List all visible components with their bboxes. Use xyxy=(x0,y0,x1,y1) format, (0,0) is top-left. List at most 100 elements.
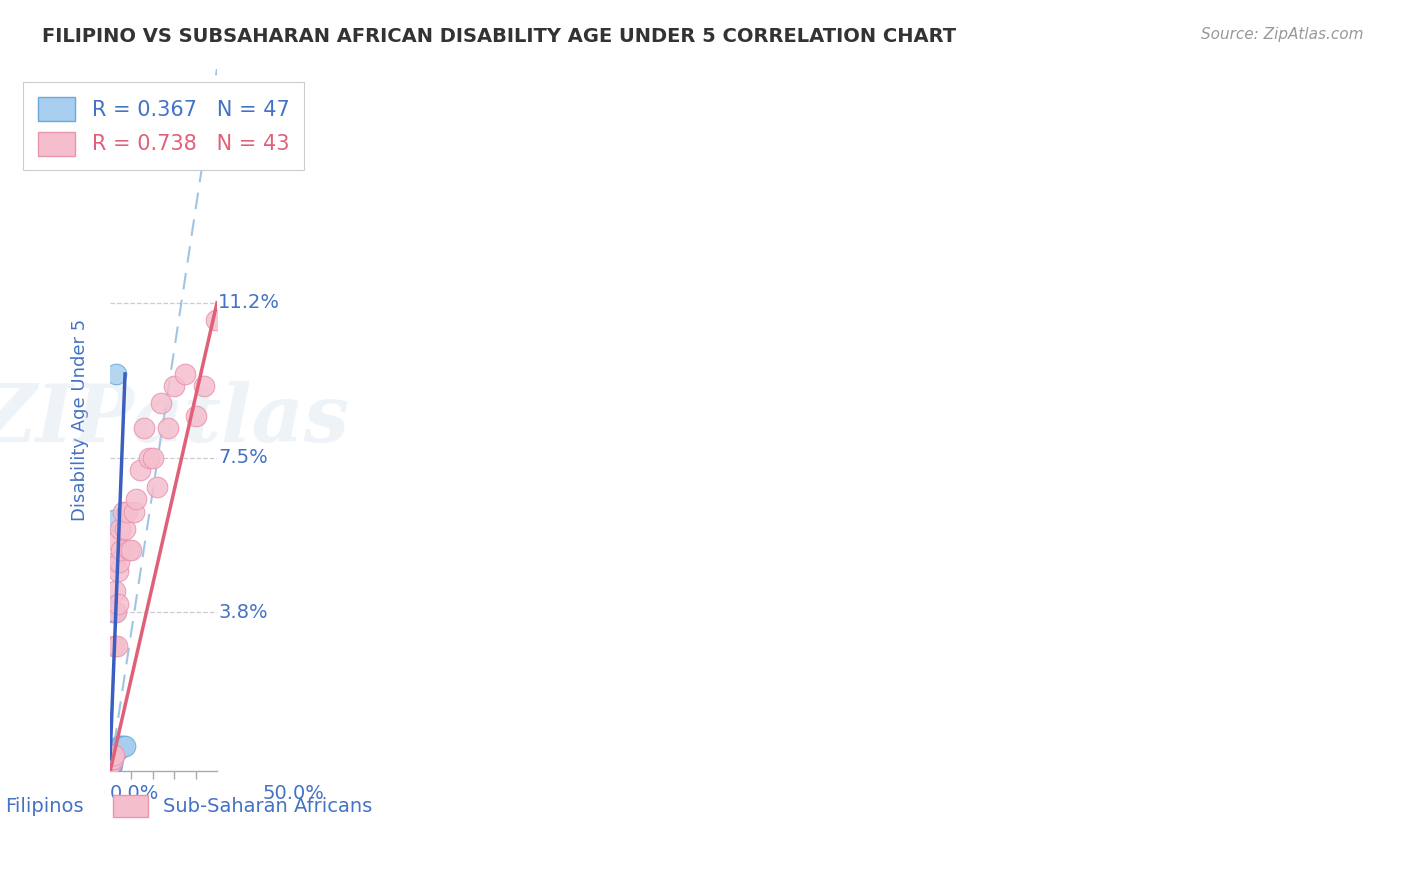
Point xyxy=(100,756,122,770)
Point xyxy=(134,421,156,435)
Point xyxy=(100,747,122,762)
Point xyxy=(118,542,141,557)
Point xyxy=(100,756,122,770)
Text: FILIPINO VS SUBSAHARAN AFRICAN DISABILITY AGE UNDER 5 CORRELATION CHART: FILIPINO VS SUBSAHARAN AFRICAN DISABILIT… xyxy=(42,27,956,45)
Point xyxy=(101,747,124,762)
Point xyxy=(98,760,121,774)
Point xyxy=(100,747,122,762)
Point xyxy=(103,743,125,757)
Point xyxy=(100,756,122,770)
Point xyxy=(100,756,122,770)
Point xyxy=(101,747,124,762)
Point xyxy=(103,639,125,653)
Point xyxy=(105,367,128,381)
Point xyxy=(100,760,122,774)
Point xyxy=(184,409,207,423)
Point xyxy=(100,752,122,766)
Y-axis label: Disability Age Under 5: Disability Age Under 5 xyxy=(72,318,89,521)
Point xyxy=(105,534,128,549)
Point xyxy=(120,542,142,557)
Point xyxy=(100,747,122,762)
Point xyxy=(174,367,197,381)
Point xyxy=(104,555,127,569)
Point xyxy=(193,379,215,393)
Text: 3.8%: 3.8% xyxy=(218,603,269,622)
Point xyxy=(107,564,129,578)
Point xyxy=(100,756,122,770)
Point xyxy=(103,752,125,766)
Point xyxy=(100,752,122,766)
Point xyxy=(105,639,128,653)
Legend: Filipinos, Sub-Saharan Africans: Filipinos, Sub-Saharan Africans xyxy=(0,787,381,825)
Text: 0.0%: 0.0% xyxy=(110,784,159,803)
Point xyxy=(108,522,131,536)
Point xyxy=(142,450,165,465)
Point xyxy=(100,752,122,766)
Point xyxy=(100,752,122,766)
Point xyxy=(114,739,136,754)
Text: 15.0%: 15.0% xyxy=(218,135,280,153)
Point xyxy=(101,747,124,762)
Point xyxy=(101,756,124,770)
Point xyxy=(201,116,224,130)
Point xyxy=(101,606,124,620)
Point xyxy=(101,752,124,766)
Text: 11.2%: 11.2% xyxy=(218,293,280,312)
Point xyxy=(100,752,122,766)
Point xyxy=(100,752,122,766)
Point xyxy=(103,747,125,762)
Point xyxy=(205,312,228,326)
Point xyxy=(100,752,122,766)
Point xyxy=(98,756,121,770)
Point xyxy=(125,492,148,507)
Point xyxy=(103,747,125,762)
Point xyxy=(100,756,122,770)
Point xyxy=(98,752,121,766)
Point xyxy=(100,752,122,766)
Point xyxy=(100,760,122,774)
Point xyxy=(100,756,122,770)
Point xyxy=(122,505,145,519)
Point xyxy=(107,597,129,611)
Point xyxy=(114,522,136,536)
Point xyxy=(101,747,124,762)
Point xyxy=(101,752,124,766)
Point xyxy=(104,584,127,599)
Point xyxy=(101,752,124,766)
Text: Source: ZipAtlas.com: Source: ZipAtlas.com xyxy=(1201,27,1364,42)
Point xyxy=(103,513,125,527)
Point xyxy=(138,450,160,465)
Point xyxy=(100,756,122,770)
Point xyxy=(100,752,122,766)
Point xyxy=(100,752,122,766)
Point xyxy=(101,752,124,766)
Point xyxy=(107,555,129,569)
Point xyxy=(100,756,122,770)
Point xyxy=(104,743,127,757)
Point xyxy=(100,756,122,770)
Point xyxy=(115,505,138,519)
Point xyxy=(163,379,186,393)
Text: 50.0%: 50.0% xyxy=(262,784,323,803)
Text: ZIPatlas: ZIPatlas xyxy=(0,381,350,458)
Point xyxy=(110,542,132,557)
Point xyxy=(107,743,129,757)
Point xyxy=(100,756,122,770)
Point xyxy=(105,606,128,620)
Point xyxy=(156,421,179,435)
Point xyxy=(107,739,129,754)
Text: 7.5%: 7.5% xyxy=(218,448,269,467)
Point xyxy=(100,756,122,770)
Point xyxy=(101,747,124,762)
Point xyxy=(111,739,134,754)
Point xyxy=(150,396,173,410)
Point xyxy=(110,739,132,754)
Point xyxy=(100,760,122,774)
Point xyxy=(104,606,127,620)
Point xyxy=(103,743,125,757)
Point xyxy=(129,463,152,477)
Point xyxy=(101,752,124,766)
Point xyxy=(146,480,169,494)
Point xyxy=(111,505,134,519)
Point xyxy=(100,747,122,762)
